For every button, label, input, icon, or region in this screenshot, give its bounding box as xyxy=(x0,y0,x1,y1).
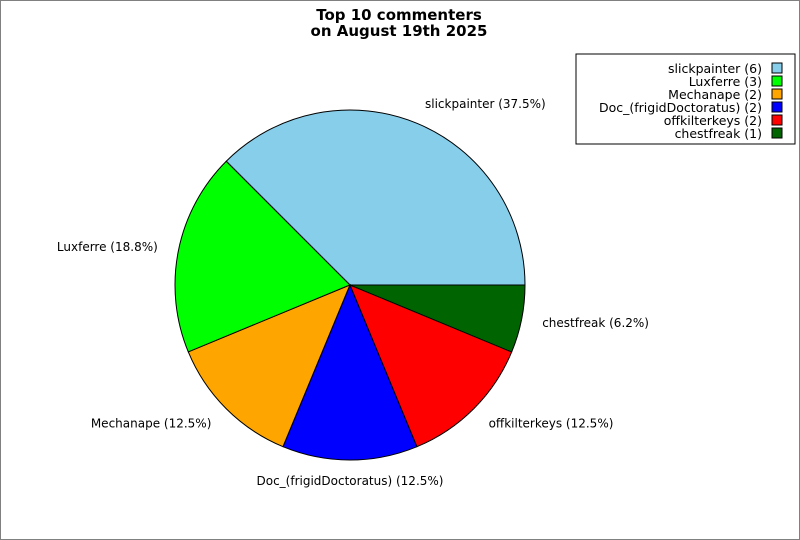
legend-swatch-4 xyxy=(771,114,783,126)
chart-title-line-1: Top 10 commenters xyxy=(316,6,482,24)
legend-label-1: Luxferre (3) xyxy=(689,74,762,89)
pie-slice-labels: slickpainter (37.5%) Luxferre (18.8%) Mech… xyxy=(57,97,649,488)
pie-slice-1 xyxy=(174,160,351,353)
chart-title-line-2: on August 19th 2025 xyxy=(311,22,488,40)
legend-swatch-1 xyxy=(771,75,783,87)
pie-slice-label-5: chestfreak (6.2%) xyxy=(542,316,649,330)
chart-title: Top 10 commenters on August 19th 2025 xyxy=(311,6,488,40)
pie-slice-label-4: offkilterkeys (12.5%) xyxy=(489,417,614,431)
legend-swatch-3 xyxy=(771,101,783,113)
legend-label-2: Mechanape (2) xyxy=(668,87,762,102)
pie-slice-label-0: slickpainter (37.5%) xyxy=(425,97,546,111)
legend-swatch-0 xyxy=(771,62,783,74)
legend-label-4: offkilterkeys (2) xyxy=(664,113,762,128)
pie-slice-0 xyxy=(225,109,526,286)
pie-slice-2 xyxy=(187,284,351,448)
pie-slice-4 xyxy=(349,284,513,448)
legend-label-3: Doc_(frigidDoctoratus) (2) xyxy=(599,100,762,115)
pie-slice-label-3: Doc_(frigidDoctoratus) (12.5%) xyxy=(257,474,444,488)
legend-box xyxy=(575,53,796,145)
legend-swatch-2 xyxy=(771,88,783,100)
pie-slice-5 xyxy=(349,284,526,353)
legend-label-0: slickpainter (6) xyxy=(668,61,762,76)
pie-slices xyxy=(174,109,526,461)
pie-slice-3 xyxy=(282,283,418,461)
legend-swatch-5 xyxy=(771,127,783,139)
pie-slice-label-2: Mechanape (12.5%) xyxy=(91,417,212,431)
legend-label-5: chestfreak (1) xyxy=(675,126,762,141)
legend: slickpainter (6)Luxferre (3)Mechanape (2… xyxy=(575,53,796,145)
pie-slice-label-1: Luxferre (18.8%) xyxy=(57,240,158,254)
